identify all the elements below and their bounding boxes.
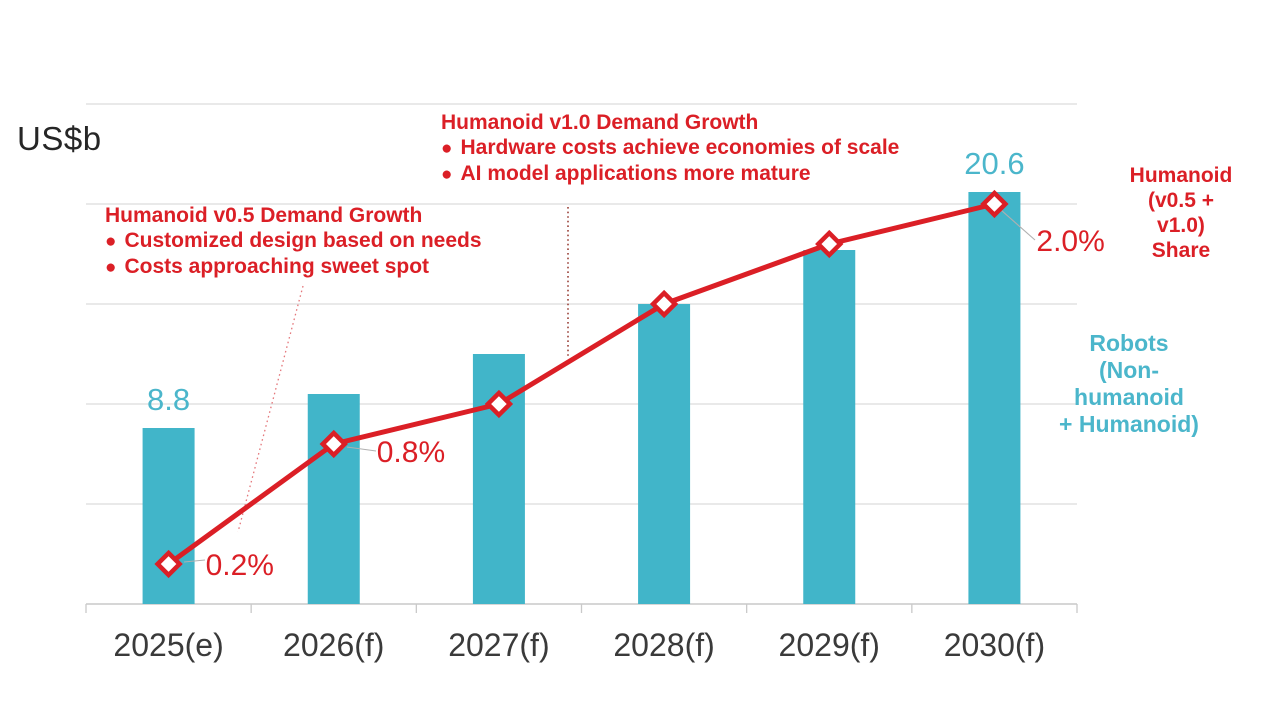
bar-value-label: 20.6 (964, 146, 1025, 181)
leader-line (1000, 209, 1036, 241)
bar-value-label: 8.8 (147, 382, 191, 417)
annotation-bullet-text: AI model applications more mature (460, 162, 811, 185)
x-axis-label-2027(f): 2027(f) (448, 627, 550, 663)
diamond-marker-2027(f) (484, 389, 514, 419)
bullet-icon: ● (105, 257, 117, 278)
annotation-v05-title: Humanoid v0.5 Demand Growth (105, 204, 423, 227)
diamond-marker-2029(f) (815, 229, 844, 259)
share-value-label: 0.2% (205, 549, 274, 582)
diamond-marker-2026(f) (319, 429, 348, 459)
annotation-bullet-text: Costs approaching sweet spot (124, 255, 430, 278)
diamond-marker-2030(f) (980, 189, 1009, 219)
diamond-marker-2028(f) (649, 289, 679, 319)
share-value-label: 0.8% (376, 436, 446, 469)
bar-robots-2030(f) (968, 192, 1021, 604)
y-axis-unit-label: US$b (17, 120, 102, 157)
annotation-v10-title: Humanoid v1.0 Demand Growth (441, 111, 759, 134)
annotation-bullet-text: Hardware costs achieve economies of scal… (460, 136, 900, 159)
bar-robots-2029(f) (803, 250, 856, 604)
share-line (167, 201, 996, 567)
x-axis-label-2029(f): 2029(f) (778, 627, 880, 663)
share-value-label: 2.0% (1036, 225, 1105, 258)
annotation-bullet-line: ● Costs approaching sweet spot (105, 254, 482, 280)
annotation-v10-bullets: ● Hardware costs achieve economies of sca… (441, 135, 899, 187)
annotation-connector-v05 (237, 285, 304, 533)
annotation-bullet-line: ● AI model applications more mature (441, 161, 899, 187)
bullet-icon: ● (105, 231, 117, 252)
annotation-humanoid-v10: Humanoid v1.0 Demand Growth ● Hardware co… (441, 110, 899, 187)
x-axis-label-2028(f): 2028(f) (613, 627, 715, 663)
bar-robots-2026(f) (307, 394, 360, 604)
bullet-icon: ● (441, 138, 453, 159)
annotation-v05-bullets: ● Customized design based on needs ● Costs … (105, 228, 482, 280)
leader-line (346, 446, 377, 452)
annotation-bullet-text: Customized design based on needs (124, 229, 482, 252)
annotation-humanoid-v05: Humanoid v0.5 Demand Growth ● Customized … (105, 203, 482, 280)
x-axis-label-2025(e): 2025(e) (113, 627, 224, 663)
annotation-bullet-line: ● Hardware costs achieve economies of sca… (441, 135, 899, 161)
legend-robots: Robots (Non-humanoid + Humanoid) (1059, 330, 1199, 437)
legend-humanoid-share: Humanoid (v0.5 + v1.0) Share (1129, 164, 1233, 262)
bar-robots-2028(f) (638, 304, 691, 604)
x-axis-label-2030(f): 2030(f) (943, 627, 1046, 663)
leader-line (183, 559, 206, 563)
bullet-icon: ● (441, 164, 453, 185)
annotation-bullet-line: ● Customized design based on needs (105, 228, 482, 254)
diamond-marker-2025(e) (154, 549, 183, 579)
x-axis-label-2026(f): 2026(f) (283, 627, 385, 663)
